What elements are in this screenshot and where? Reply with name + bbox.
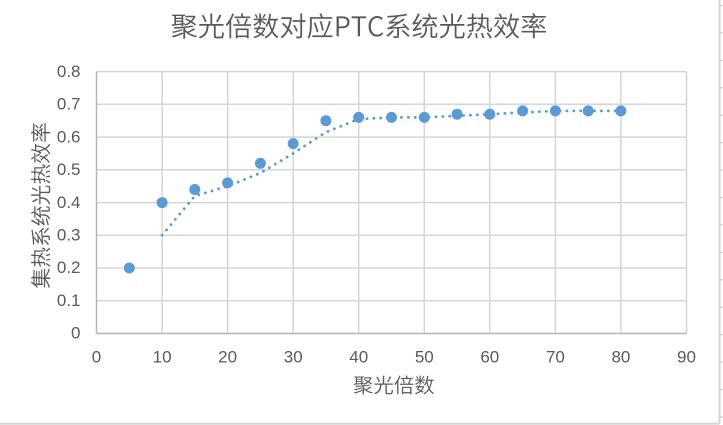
svg-text:0.3: 0.3 (57, 226, 81, 245)
svg-text:60: 60 (480, 348, 499, 367)
svg-text:0: 0 (71, 324, 80, 343)
svg-text:40: 40 (349, 348, 368, 367)
svg-text:0.4: 0.4 (57, 193, 81, 212)
svg-text:0.1: 0.1 (57, 291, 81, 310)
svg-text:20: 20 (218, 348, 237, 367)
svg-text:0: 0 (92, 348, 101, 367)
svg-text:0.7: 0.7 (57, 95, 81, 114)
svg-text:70: 70 (546, 348, 565, 367)
svg-text:0.8: 0.8 (57, 62, 81, 81)
svg-text:90: 90 (677, 348, 696, 367)
svg-text:0.2: 0.2 (57, 258, 81, 277)
svg-text:30: 30 (284, 348, 303, 367)
svg-text:80: 80 (611, 348, 630, 367)
svg-text:50: 50 (415, 348, 434, 367)
svg-text:0.6: 0.6 (57, 127, 81, 146)
svg-text:10: 10 (153, 348, 172, 367)
svg-text:0.5: 0.5 (57, 160, 81, 179)
